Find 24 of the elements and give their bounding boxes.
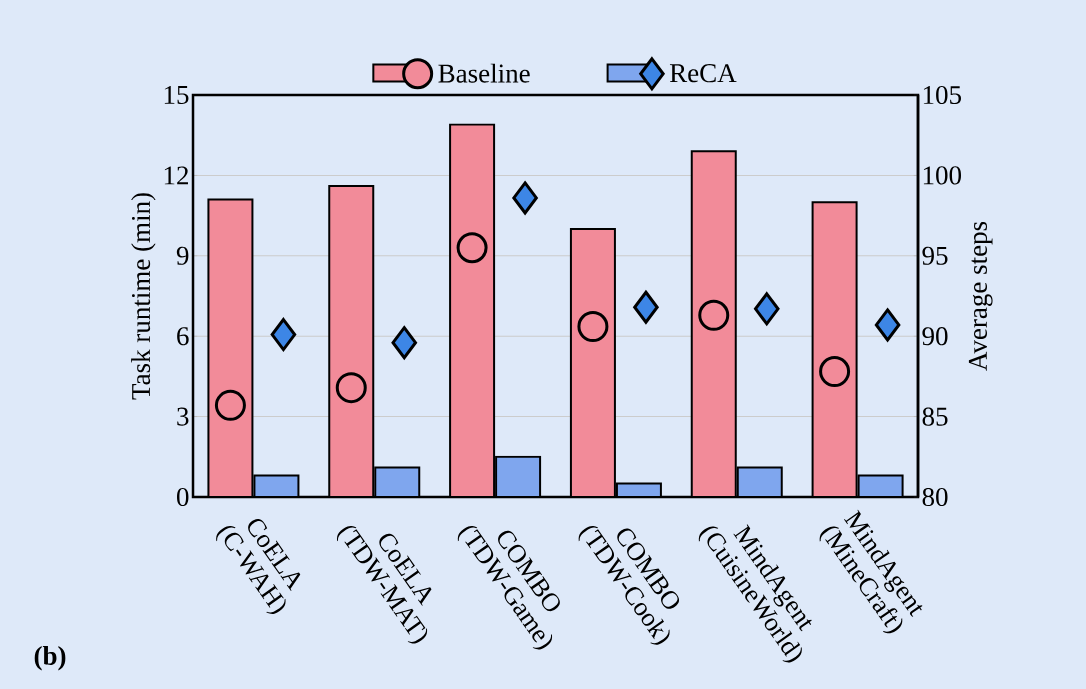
bar (691, 151, 736, 497)
y2-tick-label: 105 (923, 85, 961, 105)
y2-tick-label: 100 (923, 166, 962, 185)
bar (811, 201, 858, 497)
bar (450, 124, 495, 497)
y-axis-title: Task runtime (min) (131, 193, 156, 400)
y2-tick-label: 95 (922, 246, 948, 265)
bar (208, 199, 253, 497)
bar (329, 186, 374, 497)
y2-tick-label: 80 (922, 487, 948, 507)
y-tick-label: 12 (164, 166, 188, 185)
y-tick-label: 15 (164, 85, 189, 105)
bar (496, 456, 541, 497)
legend-label: Baseline (438, 63, 530, 83)
y2-tick-label: 90 (922, 327, 948, 346)
text: (b) (34, 645, 66, 671)
y-tick-label: 6 (177, 327, 189, 346)
legend-label: ReCA (669, 64, 737, 83)
bar (570, 229, 615, 497)
y-tick-label: 3 (177, 407, 189, 426)
y-tick-label: 0 (177, 487, 189, 507)
y2-tick-label: 85 (922, 407, 948, 426)
y-tick-label: 9 (176, 246, 189, 265)
y2-axis-title: Average steps (968, 221, 993, 371)
